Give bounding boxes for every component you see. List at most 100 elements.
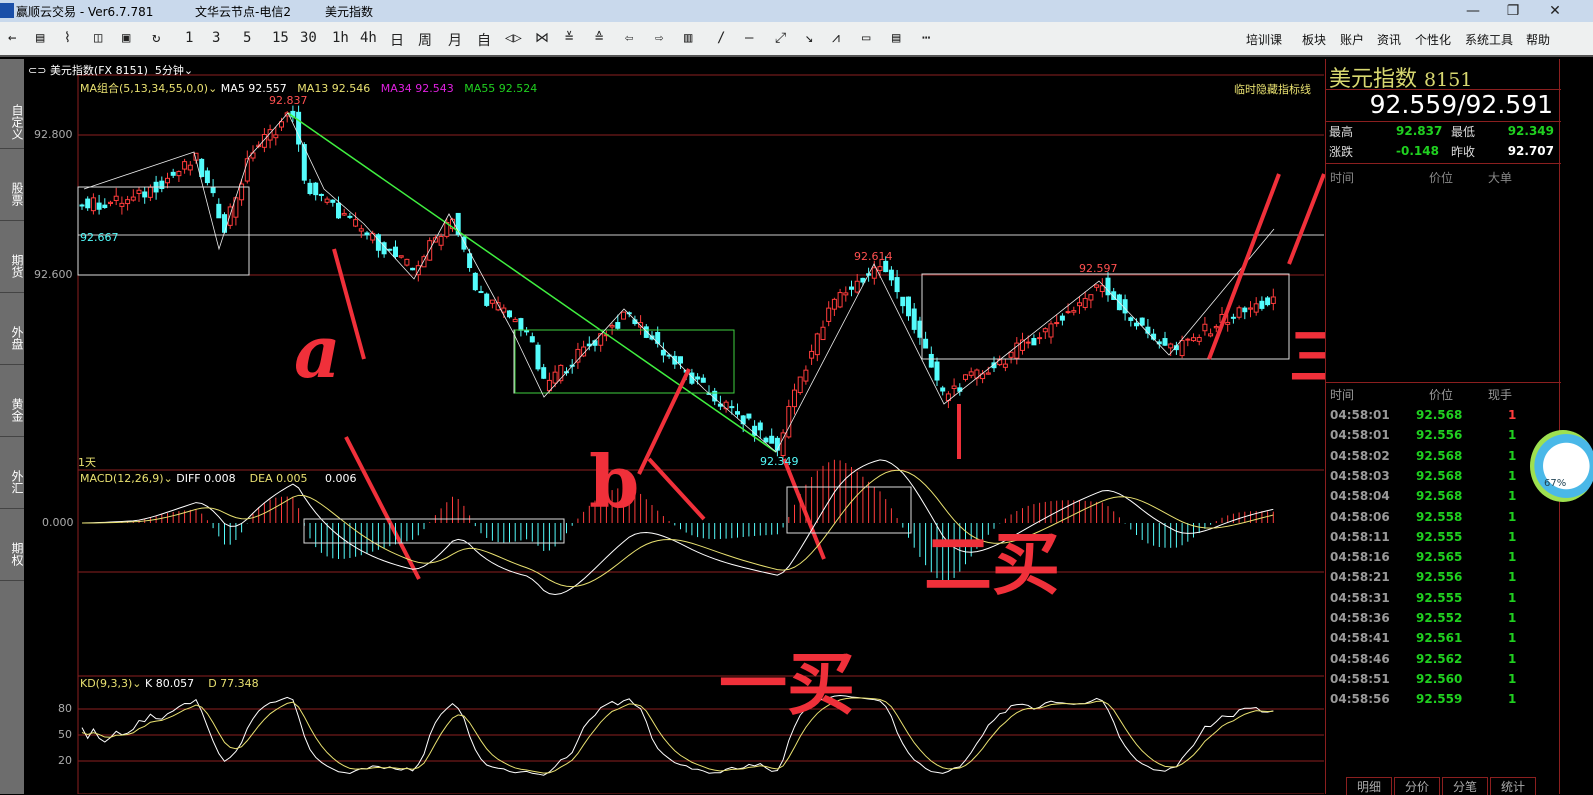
annotation-a: a bbox=[294, 309, 341, 394]
candle-up bbox=[421, 256, 427, 268]
sidebar-tab-2[interactable]: 期货 bbox=[0, 221, 24, 293]
tool-button-1[interactable]: ▤ bbox=[36, 30, 45, 46]
tick-volume: 1 bbox=[1508, 408, 1517, 422]
tool-button-14[interactable]: 周 bbox=[418, 33, 432, 49]
hide-indicator-lines-button[interactable]: 临时隐藏指标线 bbox=[1234, 83, 1311, 96]
candle-down bbox=[1111, 291, 1117, 300]
toolbar: ← ▤ ⌇ ◫ ▣ ↻ 1 3 5 15 30 1h 4h 日周月自 ◁▷ ⋈ ≚ ≙ ⇦ ⇨ ▥ / — ⤢ ↘ ⩘ ▭ ▤ ⋯ 培训课… bbox=[0, 22, 1593, 57]
tool-button-17[interactable]: ◁▷ bbox=[505, 30, 522, 46]
chevron-down-icon: ⌄ bbox=[163, 472, 177, 485]
tick-row: 04:58:06 92.558 1 bbox=[1326, 508, 1561, 528]
menu-账户[interactable]: 账户 bbox=[1340, 33, 1365, 47]
sidebar-tab-0[interactable]: 自定义 bbox=[0, 77, 24, 149]
sidebar-tab-6[interactable]: 期权 bbox=[0, 509, 24, 581]
tool-button-24[interactable]: / bbox=[717, 30, 726, 46]
tick-price: 92.559 bbox=[1416, 692, 1463, 707]
tool-button-8[interactable]: 5 bbox=[243, 30, 252, 46]
tool-button-9[interactable]: 15 bbox=[272, 30, 289, 46]
diff-line bbox=[81, 459, 1274, 596]
close-button[interactable]: ✕ bbox=[1549, 3, 1561, 19]
kd-dropdown[interactable]: KD(9,3,3) bbox=[80, 677, 133, 690]
menu-系统工具[interactable]: 系统工具 bbox=[1465, 33, 1514, 47]
app-logo-icon bbox=[0, 3, 14, 18]
tool-button-12[interactable]: 4h bbox=[360, 30, 377, 46]
tool-button-5[interactable]: ↻ bbox=[152, 30, 161, 46]
tool-button-11[interactable]: 1h bbox=[332, 30, 349, 46]
tool-button-25[interactable]: — bbox=[745, 30, 754, 46]
candle-down bbox=[210, 186, 216, 194]
tool-button-19[interactable]: ≚ bbox=[565, 30, 574, 46]
tool-button-13[interactable]: 日 bbox=[390, 33, 404, 49]
progress-gauge[interactable]: 67% bbox=[1530, 430, 1593, 502]
minimize-button[interactable]: — bbox=[1466, 3, 1480, 19]
tool-button-3[interactable]: ◫ bbox=[94, 30, 103, 46]
candle-up bbox=[489, 299, 495, 304]
candle-up bbox=[398, 255, 404, 258]
tool-button-6[interactable]: 1 bbox=[185, 30, 194, 46]
macd-dropdown[interactable]: MACD(12,26,9) bbox=[80, 472, 164, 485]
bottom-tab-分笔[interactable]: 分笔 bbox=[1442, 777, 1488, 795]
chart-area[interactable]: ⊂⊃ 美元指数(FX 8151) 5分钟⌄ MA组合(5,13,34,55,0,… bbox=[24, 59, 1409, 794]
candle-down bbox=[1059, 315, 1065, 321]
chart-canvas[interactable] bbox=[24, 59, 1325, 794]
big-order-price-header: 价位 bbox=[1429, 171, 1454, 185]
sidebar-tab-5[interactable]: 外汇 bbox=[0, 437, 24, 509]
tool-button-30[interactable]: ▤ bbox=[892, 30, 901, 46]
tool-button-21[interactable]: ⇦ bbox=[625, 30, 634, 46]
candle-up bbox=[1048, 323, 1054, 338]
ma-combo-dropdown[interactable]: MA组合(5,13,34,55,0,0) bbox=[80, 82, 209, 95]
tool-button-10[interactable]: 30 bbox=[300, 30, 317, 46]
period-dropdown[interactable]: 5分钟 bbox=[154, 64, 184, 77]
candle-up bbox=[125, 199, 131, 205]
tool-button-31[interactable]: ⋯ bbox=[922, 30, 931, 46]
big-order-time-header: 时间 bbox=[1330, 171, 1355, 185]
tick-time: 04:58:06 bbox=[1330, 509, 1390, 524]
candle-down bbox=[461, 236, 467, 250]
tool-button-15[interactable]: 月 bbox=[448, 33, 462, 49]
candle-down bbox=[1265, 297, 1271, 306]
tick-row: 04:58:41 92.561 1 bbox=[1326, 629, 1561, 649]
tool-button-29[interactable]: ▭ bbox=[862, 30, 871, 46]
tool-button-0[interactable]: ← bbox=[8, 30, 17, 46]
tool-button-28[interactable]: ⩘ bbox=[832, 30, 840, 46]
candle-up bbox=[119, 202, 125, 207]
sidebar-tab-1[interactable]: 股票 bbox=[0, 149, 24, 221]
menu-板块[interactable]: 板块 bbox=[1302, 33, 1327, 47]
menu-培训课[interactable]: 培训课 bbox=[1246, 33, 1283, 47]
candle-down bbox=[307, 182, 313, 195]
tool-button-20[interactable]: ≙ bbox=[595, 30, 604, 46]
tool-button-18[interactable]: ⋈ bbox=[535, 30, 549, 46]
window-symbol: 美元指数 bbox=[325, 5, 374, 19]
tool-button-16[interactable]: 自 bbox=[477, 33, 491, 49]
tool-button-4[interactable]: ▣ bbox=[122, 30, 131, 46]
menu-帮助[interactable]: 帮助 bbox=[1526, 33, 1551, 47]
tick-volume: 1 bbox=[1508, 631, 1517, 646]
tick-volume: 1 bbox=[1508, 570, 1517, 585]
sidebar-tab-4[interactable]: 黄金 bbox=[0, 365, 24, 437]
candle-down bbox=[769, 435, 775, 444]
tool-button-23[interactable]: ▥ bbox=[684, 30, 693, 46]
sidebar-tab-3[interactable]: 外盘 bbox=[0, 293, 24, 365]
tool-button-26[interactable]: ⤢ bbox=[775, 30, 787, 46]
bottom-tab-分价[interactable]: 分价 bbox=[1394, 777, 1440, 795]
tool-button-2[interactable]: ⌇ bbox=[64, 30, 71, 46]
tick-row: 04:58:04 92.568 1 bbox=[1326, 487, 1561, 507]
candle-down bbox=[1139, 317, 1145, 326]
restore-button[interactable]: ❐ bbox=[1506, 3, 1520, 19]
tool-button-22[interactable]: ⇨ bbox=[655, 30, 664, 46]
candle-down bbox=[1162, 338, 1168, 346]
tick-volume: 1 bbox=[1508, 611, 1517, 625]
candle-up bbox=[136, 189, 142, 194]
candle-up bbox=[353, 219, 359, 227]
server-name: 文华云节点-电信2 bbox=[195, 5, 291, 19]
bottom-tab-统计[interactable]: 统计 bbox=[1490, 777, 1536, 795]
candle-up bbox=[1270, 296, 1276, 304]
menu-个性化[interactable]: 个性化 bbox=[1415, 33, 1452, 47]
tool-button-27[interactable]: ↘ bbox=[805, 30, 814, 46]
menu-资讯[interactable]: 资讯 bbox=[1377, 33, 1402, 47]
candle-up bbox=[370, 232, 376, 241]
candle-up bbox=[1065, 311, 1071, 314]
tool-button-7[interactable]: 3 bbox=[212, 30, 221, 46]
bottom-tab-明细[interactable]: 明细 bbox=[1346, 777, 1392, 795]
tick-time: 04:58:11 bbox=[1330, 529, 1390, 544]
